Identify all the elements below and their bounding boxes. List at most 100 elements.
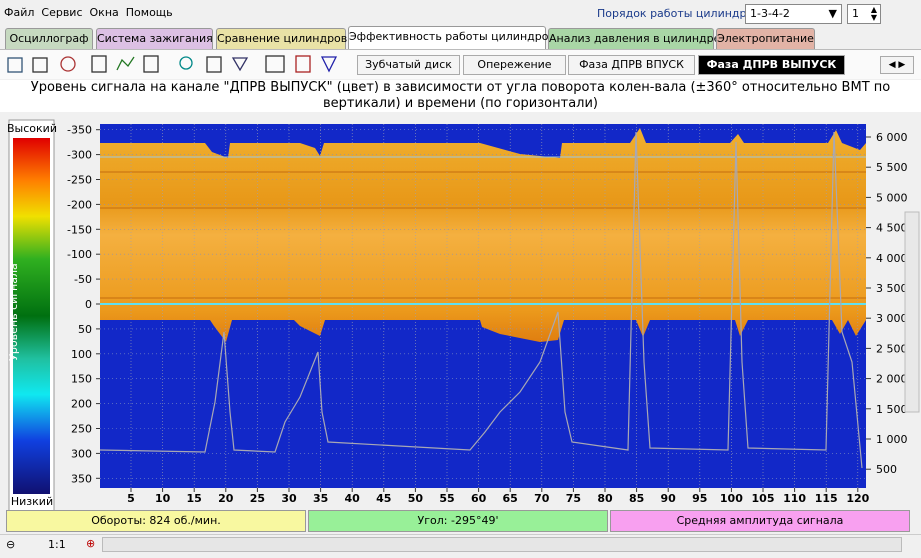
y-tick-label: -350 (67, 124, 92, 137)
x-tick-label: 30 (281, 492, 297, 505)
x-tick-label: 25 (250, 492, 265, 505)
zoom-out[interactable]: ⊖ (6, 538, 16, 551)
x-tick-label: 105 (752, 492, 775, 505)
icon[interactable] (179, 56, 193, 70)
x-tick-label: 15 (187, 492, 202, 505)
tab[interactable]: Система зажигания (96, 28, 213, 49)
icon[interactable] (143, 55, 159, 73)
y2-tick-label: 2 500 (876, 342, 908, 355)
horizontal-scrollbar[interactable] (102, 537, 902, 552)
tab[interactable]: Электропитание (716, 28, 815, 49)
menu-item[interactable]: Помощь (125, 6, 173, 19)
y2-tick-label: 4 000 (876, 252, 908, 265)
y2-tick-label: 500 (876, 463, 897, 476)
tab-active[interactable]: Эффективность работы цилиндров (348, 26, 555, 49)
x-tick-label: 100 (720, 492, 743, 505)
x-tick-label: 95 (692, 492, 707, 505)
amplitude-status: Средняя амплитуда сигнала (610, 510, 910, 532)
y-tick-label: -50 (74, 273, 92, 286)
x-tick-label: 55 (439, 492, 454, 505)
icon[interactable] (231, 57, 249, 72)
subtab-active[interactable]: Фаза ДПРВ ВЫПУСК (698, 55, 845, 75)
rpm-status: Обороты: 824 об./мин. (6, 510, 306, 532)
icon[interactable] (116, 56, 135, 71)
zoom-in[interactable]: ⊕ (86, 537, 96, 550)
icon[interactable] (32, 57, 48, 73)
subtab[interactable]: Зубчатый диск (357, 55, 460, 75)
x-tick-label: 115 (815, 492, 838, 505)
x-tick-label: 120 (846, 492, 869, 505)
icon[interactable] (91, 55, 107, 73)
legend-axis-label: Уровень сигнала (7, 263, 20, 361)
x-tick-label: 50 (408, 492, 424, 505)
bottom-bar: ⊖ 1:1 ⊕ (0, 534, 921, 554)
y2-tick-label: 1 500 (876, 403, 908, 416)
y-tick-label: -100 (67, 248, 92, 261)
menu-item[interactable]: Сервис (41, 6, 83, 19)
y-tick-label: 250 (71, 423, 92, 436)
x-tick-label: 45 (376, 492, 391, 505)
zoom-value: 1:1 (48, 538, 66, 551)
x-tick-label: 110 (783, 492, 806, 505)
y-tick-label: 100 (71, 348, 92, 361)
toolbar-icons (7, 55, 338, 73)
dropdown-arrow: ▼ (828, 7, 837, 20)
order-label: Порядок работы цилиндров (597, 7, 760, 20)
y2-tick-label: 5 000 (876, 191, 908, 204)
x-tick-label: 75 (566, 492, 581, 505)
y2-tick-label: 4 500 (876, 222, 908, 235)
icon[interactable] (295, 55, 311, 73)
legend-high: Высокий (7, 122, 57, 135)
axes: -350 -300 -250 -200 -150 -100 -50 0 50 100 150 200 2… (67, 124, 907, 505)
x-tick-label: 60 (471, 492, 487, 505)
y2-tick-label: 2 000 (876, 373, 908, 386)
y-tick-label: 300 (71, 447, 92, 460)
icon[interactable] (7, 57, 23, 73)
x-tick-label: 65 (503, 492, 518, 505)
subtab[interactable]: Фаза ДПРВ ВПУСК (568, 55, 695, 75)
signal-region (100, 128, 866, 342)
x-tick-label: 40 (345, 492, 361, 505)
y-tick-label: 150 (71, 373, 92, 386)
x-tick-label: 90 (661, 492, 677, 505)
y2-tick-label: 3 500 (876, 282, 908, 295)
order-value: 1-3-4-2 (750, 7, 790, 20)
x-tick-label: 10 (155, 492, 171, 505)
y-tick-label: -200 (67, 198, 92, 211)
icon[interactable] (320, 56, 338, 73)
tab[interactable]: Анализ давления в цилиндре (548, 28, 720, 49)
icon[interactable] (60, 56, 76, 72)
menu-item[interactable]: Файл (4, 6, 35, 19)
chart: Высокий Низкий Уровень сигнала -350-300-… (0, 112, 921, 510)
x-tick-label: 5 (127, 492, 135, 505)
menu-item[interactable]: Окна (89, 6, 119, 19)
color-scale (13, 138, 50, 494)
spin-value: 1 (852, 7, 859, 20)
subtab[interactable]: Опережение (463, 55, 566, 75)
x-tick-label: 70 (534, 492, 550, 505)
x-tick-label: 80 (597, 492, 613, 505)
icon[interactable] (206, 56, 222, 73)
tab[interactable]: Осциллограф (5, 28, 93, 49)
tab[interactable]: Сравнение цилиндров (216, 28, 347, 49)
legend-low: Низкий (11, 495, 53, 508)
subtab-scroll[interactable]: ◀ ▶ (880, 56, 914, 74)
x-tick-label: 85 (629, 492, 644, 505)
order-select[interactable]: 1-3-4-2 ▼ (745, 4, 842, 24)
y-tick-label: 350 (71, 472, 92, 485)
rpm-trace (99, 131, 863, 469)
chart-title: Уровень сигнала на канале "ДПРВ ВЫПУСК" … (0, 80, 921, 112)
menu-bar: Файл Сервис Окна Помощь (4, 6, 180, 24)
cylinder-spin[interactable]: 1 ▲ ▼ (847, 4, 881, 24)
y2-tick-label: 1 000 (876, 433, 908, 446)
side-scrollbar[interactable] (904, 211, 920, 413)
angle-status: Угол: -295°49' (308, 510, 608, 532)
y2-tick-label: 6 000 (876, 131, 908, 144)
y-tick-label: 0 (85, 298, 92, 311)
spin-arrows: ▲ ▼ (870, 5, 877, 22)
y2-tick-label: 5 500 (876, 161, 908, 174)
icon[interactable] (265, 55, 285, 73)
y-tick-label: 200 (71, 398, 92, 411)
y-tick-label: 50 (78, 323, 92, 336)
